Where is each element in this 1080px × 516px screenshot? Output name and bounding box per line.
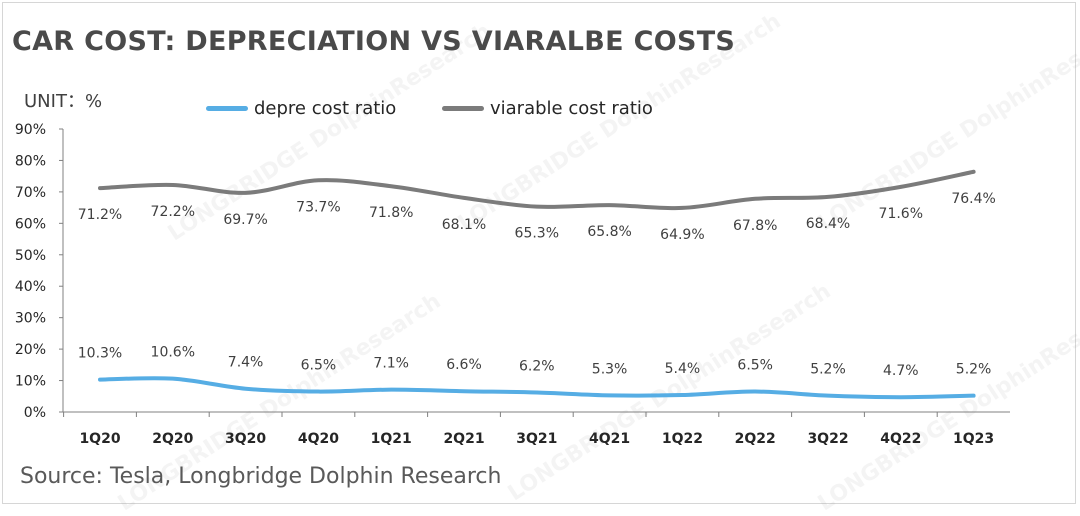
x-tick-label: 1Q20 [79,431,120,447]
data-label-viarable: 65.3% [515,226,559,242]
data-label-viarable: 68.1% [442,217,486,233]
x-tick-label: 4Q21 [589,431,630,447]
data-label-depre: 4.7% [883,363,919,379]
series-line-depre [100,378,974,397]
x-tick-label: 3Q20 [225,431,266,447]
y-tick-label: 60% [15,216,46,232]
data-label-depre: 6.5% [301,358,337,374]
data-label-viarable: 72.2% [151,204,195,220]
x-tick-label: 1Q21 [371,431,412,447]
data-label-depre: 6.2% [519,359,555,375]
x-tick-label: 2Q21 [443,431,484,447]
x-tick-label: 2Q20 [152,431,193,447]
data-label-viarable: 64.9% [660,227,704,243]
data-label-viarable: 71.6% [879,206,923,222]
y-tick-label: 50% [15,248,46,264]
data-label-viarable: 73.7% [296,199,340,215]
y-tick-label: 20% [15,342,46,358]
data-label-viarable: 71.8% [369,205,413,221]
y-tick-label: 10% [15,374,46,390]
x-tick-label: 1Q22 [662,431,703,447]
data-label-viarable: 67.8% [733,218,777,234]
data-label-viarable: 76.4% [951,191,995,207]
y-tick-label: 30% [15,311,46,327]
data-label-depre: 6.5% [737,358,773,374]
data-label-depre: 7.1% [373,356,409,372]
x-tick-label: 3Q22 [807,431,848,447]
data-label-depre: 10.6% [151,345,195,361]
data-label-depre: 10.3% [78,346,122,362]
x-tick-label: 3Q21 [516,431,557,447]
y-tick-label: 40% [15,279,46,295]
data-label-viarable: 65.8% [587,224,631,240]
data-label-depre: 5.3% [592,361,628,377]
data-label-depre: 7.4% [228,355,264,371]
data-label-viarable: 68.4% [806,216,850,232]
x-tick-label: 2Q22 [735,431,776,447]
x-tick-label: 1Q23 [953,431,994,447]
data-label-depre: 5.4% [665,361,701,377]
x-tick-label: 4Q22 [880,431,921,447]
x-tick-label: 4Q20 [298,431,339,447]
source-note: Source: Tesla, Longbridge Dolphin Resear… [20,464,501,489]
y-tick-label: 80% [15,153,46,169]
y-tick-label: 0% [24,405,46,421]
series-line-viarable [100,172,974,208]
data-label-viarable: 69.7% [223,212,267,228]
y-tick-label: 90% [15,122,46,138]
y-tick-label: 70% [15,185,46,201]
data-label-depre: 6.6% [446,357,482,373]
data-label-depre: 5.2% [956,362,992,378]
data-label-depre: 5.2% [810,362,846,378]
data-label-viarable: 71.2% [78,207,122,223]
